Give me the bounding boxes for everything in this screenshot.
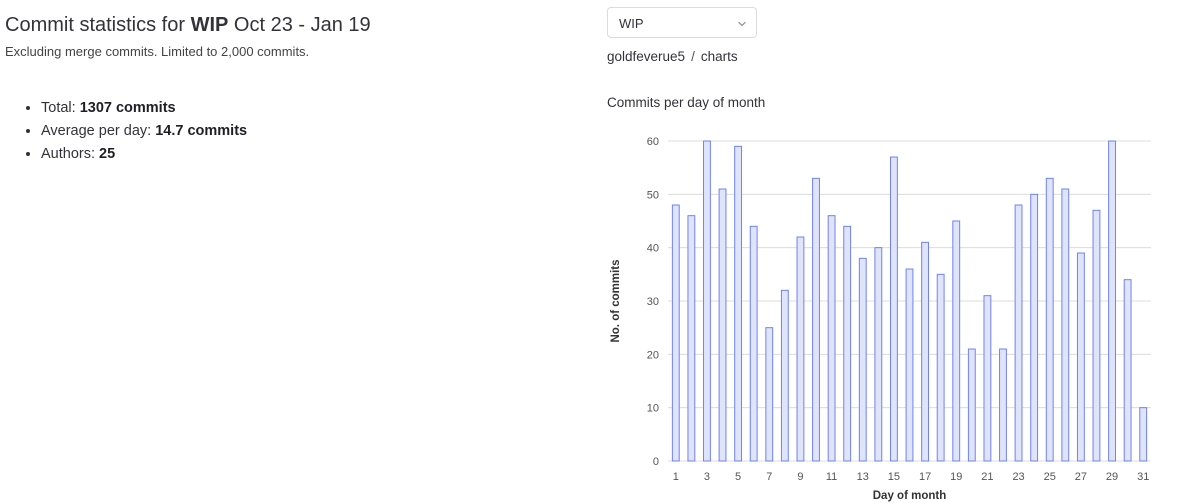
bar <box>1061 188 1070 462</box>
breadcrumb: goldfeverue5 / charts <box>607 49 738 64</box>
subtitle: Excluding merge commits. Limited to 2,00… <box>5 44 310 59</box>
bar <box>718 188 727 462</box>
chart-title: Commits per day of month <box>607 95 766 110</box>
bar <box>703 140 711 462</box>
bar <box>921 241 930 462</box>
bar <box>1139 407 1148 462</box>
bar <box>843 225 852 462</box>
bar <box>1092 209 1101 462</box>
x-tick-label: 15 <box>888 471 900 483</box>
bar <box>889 156 898 462</box>
x-tick-label: 1 <box>673 471 679 483</box>
x-tick-label: 31 <box>1137 471 1149 483</box>
title-prefix: Commit statistics for <box>5 14 191 36</box>
bar <box>734 145 743 462</box>
x-tick-label: 3 <box>704 471 710 483</box>
stat-authors-label: Authors: <box>41 146 100 162</box>
stat-average-label: Average per day: <box>41 123 156 139</box>
y-tick-label: 10 <box>647 403 659 415</box>
bar <box>780 289 789 462</box>
ref-name: WIP <box>190 14 229 36</box>
chevron-down-icon <box>738 21 746 27</box>
x-tick-label: 7 <box>766 471 772 483</box>
bar <box>905 268 914 462</box>
bar <box>796 236 805 462</box>
x-tick-label: 9 <box>797 471 803 483</box>
bar <box>983 295 992 462</box>
y-tick-label: 30 <box>647 296 659 308</box>
bar <box>999 348 1007 462</box>
x-tick-label: 29 <box>1106 471 1118 483</box>
bar <box>1014 204 1023 462</box>
stats-list: Total: 1307 commits Average per day: 14.… <box>5 97 585 166</box>
x-tick-label: 25 <box>1044 471 1056 483</box>
x-axis-label: Day of month <box>873 490 946 502</box>
bar <box>687 215 696 462</box>
y-tick-label: 50 <box>647 189 659 201</box>
date-range: Oct 23 - Jan 19 <box>228 14 371 36</box>
stat-authors-value: 25 <box>99 146 116 162</box>
bar <box>749 225 758 462</box>
breadcrumb-page[interactable]: charts <box>700 49 738 64</box>
x-tick-label: 17 <box>919 471 931 483</box>
bar <box>858 257 867 462</box>
breadcrumb-separator: / <box>691 49 695 64</box>
x-tick-label: 27 <box>1075 471 1087 483</box>
x-tick-label: 13 <box>857 471 869 483</box>
x-tick-label: 21 <box>981 471 993 483</box>
branch-select-value: WIP <box>619 16 644 31</box>
bar <box>671 204 680 462</box>
stat-average: Average per day: 14.7 commits <box>41 120 585 143</box>
y-tick-label: 40 <box>647 243 659 255</box>
stat-total: Total: 1307 commits <box>41 97 585 120</box>
y-axis-label: No. of commits <box>610 259 622 342</box>
stat-total-label: Total: <box>41 100 80 116</box>
bar <box>827 215 836 462</box>
stats-panel: Commit statistics for WIP Oct 23 - Jan 1… <box>5 0 585 166</box>
bar <box>1045 177 1054 462</box>
branch-select[interactable]: WIP <box>607 7 757 38</box>
x-tick-label: 19 <box>950 471 962 483</box>
page-title: Commit statistics for WIP Oct 23 - Jan 1… <box>5 12 585 38</box>
bar <box>812 177 820 462</box>
y-tick-label: 20 <box>647 349 659 361</box>
bar <box>765 327 774 462</box>
y-tick-label: 60 <box>647 136 659 148</box>
bar <box>874 247 883 462</box>
x-tick-label: 23 <box>1012 471 1024 483</box>
x-tick-label: 5 <box>735 471 741 483</box>
y-tick-label: 0 <box>653 456 659 468</box>
breadcrumb-project[interactable]: goldfeverue5 <box>607 49 686 64</box>
bar <box>967 348 976 462</box>
bar <box>1123 279 1132 462</box>
bar <box>952 220 961 462</box>
stat-authors: Authors: 25 <box>41 143 585 166</box>
x-tick-label: 11 <box>826 471 837 483</box>
stat-average-value: 14.7 commits <box>155 123 248 139</box>
bar <box>1076 252 1085 462</box>
stat-total-value: 1307 commits <box>79 100 176 116</box>
bar <box>1108 140 1116 462</box>
bar <box>1030 193 1039 462</box>
bar <box>936 273 945 462</box>
